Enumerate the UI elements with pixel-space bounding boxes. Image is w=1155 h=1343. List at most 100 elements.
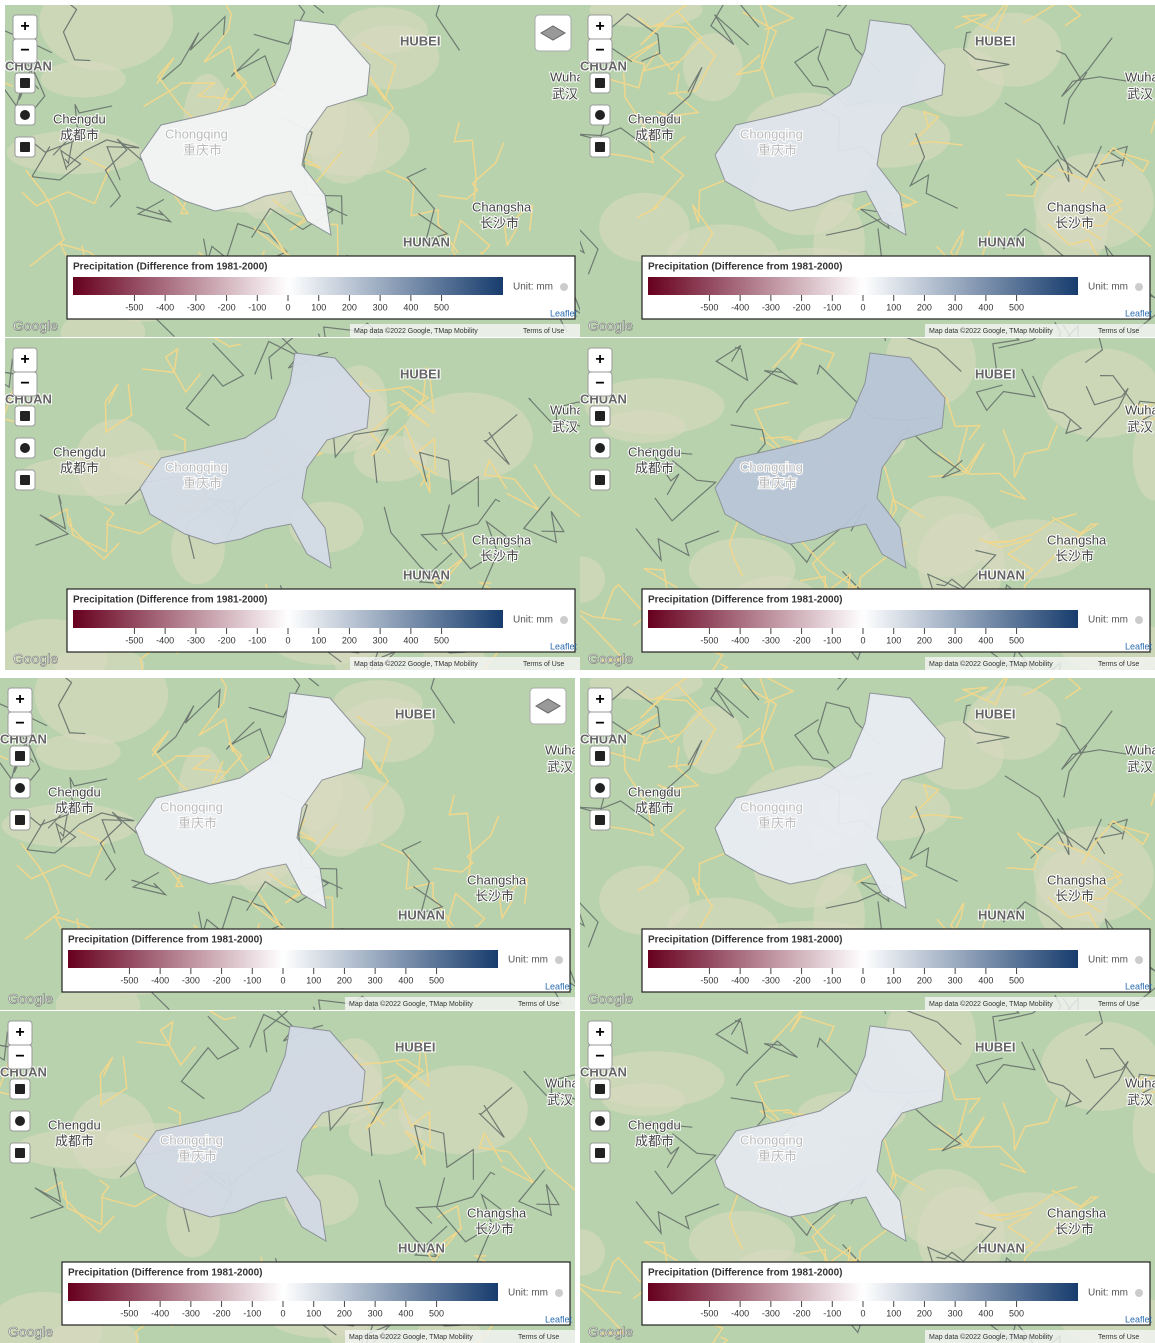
map-label: Wuhan: [1125, 402, 1155, 417]
settings-button-icon[interactable]: [15, 1116, 25, 1126]
tag-button-icon[interactable]: [595, 815, 605, 825]
map-label: Chongqing: [160, 799, 223, 814]
info-icon[interactable]: [1135, 956, 1143, 964]
settings-button-icon[interactable]: [595, 783, 605, 793]
terms-link[interactable]: Terms of Use: [1098, 1001, 1139, 1008]
settings-button-icon[interactable]: [20, 443, 30, 453]
zoom-out-label[interactable]: −: [15, 1048, 24, 1065]
zoom-in-label[interactable]: +: [20, 18, 29, 35]
info-icon[interactable]: [560, 283, 568, 291]
settings-button-icon[interactable]: [20, 110, 30, 120]
info-icon[interactable]: [555, 956, 563, 964]
zoom-out-label[interactable]: −: [595, 1048, 604, 1065]
map-label: 长沙市: [1055, 888, 1094, 903]
map-label: Chengdu: [48, 1117, 101, 1132]
map-panel: CHUANHUBEIWuhan武汉Chengdu成都市Chongqing重庆市C…: [580, 5, 1155, 337]
list-button-icon[interactable]: [15, 1084, 25, 1094]
legend-tick-label: -200: [218, 302, 236, 312]
list-button-icon[interactable]: [15, 751, 25, 761]
settings-button-icon[interactable]: [595, 110, 605, 120]
leaflet-link[interactable]: Leaflet: [550, 641, 578, 651]
tag-button-icon[interactable]: [20, 475, 30, 485]
map[interactable]: CHUANHUBEIWuhan武汉Chengdu成都市Chongqing重庆市C…: [580, 5, 1155, 337]
map-label: 武汉: [547, 759, 573, 774]
map-label: HUNAN: [978, 567, 1025, 582]
map-label: Chengdu: [628, 784, 681, 799]
zoom-in-label[interactable]: +: [20, 351, 29, 368]
terms-link[interactable]: Terms of Use: [1098, 328, 1139, 335]
map[interactable]: CHUANHUBEIWuhan武汉Chengdu成都市Chongqing重庆市C…: [580, 678, 1155, 1010]
map-panel: CHUANHUBEIWuhan武汉Chengdu成都市Chongqing重庆市C…: [0, 1011, 575, 1343]
legend-tick-label: 300: [948, 302, 963, 312]
settings-button-icon[interactable]: [595, 1116, 605, 1126]
leaflet-link[interactable]: Leaflet: [1125, 981, 1153, 991]
zoom-out-label[interactable]: −: [20, 375, 29, 392]
zoom-in-label[interactable]: +: [595, 1024, 604, 1041]
terms-link[interactable]: Terms of Use: [523, 328, 564, 335]
settings-button-icon[interactable]: [15, 783, 25, 793]
map-label: 重庆市: [758, 815, 797, 830]
map[interactable]: CHUANHUBEIWuhan武汉Chengdu成都市Chongqing重庆市C…: [5, 5, 580, 337]
terms-link[interactable]: Terms of Use: [518, 1001, 559, 1008]
map[interactable]: CHUANHUBEIWuhan武汉Chengdu成都市Chongqing重庆市C…: [580, 338, 1155, 670]
tag-button-icon[interactable]: [595, 1148, 605, 1158]
legend-tick-label: -100: [243, 975, 261, 985]
zoom-in-label[interactable]: +: [595, 18, 604, 35]
map-label: HUBEI: [975, 706, 1015, 721]
settings-button-icon[interactable]: [595, 443, 605, 453]
legend-tick-label: -200: [218, 635, 236, 645]
legend-tick-label: 300: [368, 975, 383, 985]
terms-link[interactable]: Terms of Use: [1098, 1334, 1139, 1341]
legend-tick-label: -200: [793, 302, 811, 312]
tag-button-icon[interactable]: [15, 1148, 25, 1158]
legend-tick-label: -500: [700, 975, 718, 985]
terms-link[interactable]: Terms of Use: [523, 661, 564, 668]
map[interactable]: CHUANHUBEIWuhan武汉Chengdu成都市Chongqing重庆市C…: [0, 678, 575, 1010]
legend-tick-label: -200: [793, 975, 811, 985]
map-label: 重庆市: [178, 815, 217, 830]
legend-tick-label: -300: [182, 1308, 200, 1318]
info-icon[interactable]: [1135, 616, 1143, 624]
tag-button-icon[interactable]: [20, 142, 30, 152]
map-label: HUNAN: [978, 1240, 1025, 1255]
leaflet-link[interactable]: Leaflet: [1125, 641, 1153, 651]
leaflet-link[interactable]: Leaflet: [1125, 308, 1153, 318]
map[interactable]: CHUANHUBEIWuhan武汉Chengdu成都市Chongqing重庆市C…: [5, 338, 580, 670]
info-icon[interactable]: [1135, 283, 1143, 291]
list-button-icon[interactable]: [595, 751, 605, 761]
zoom-in-label[interactable]: +: [15, 691, 24, 708]
zoom-in-label[interactable]: +: [595, 351, 604, 368]
list-button-icon[interactable]: [595, 1084, 605, 1094]
tag-button-icon[interactable]: [595, 142, 605, 152]
zoom-out-label[interactable]: −: [595, 375, 604, 392]
terms-link[interactable]: Terms of Use: [1098, 661, 1139, 668]
leaflet-link[interactable]: Leaflet: [1125, 1314, 1153, 1324]
list-button-icon[interactable]: [20, 411, 30, 421]
zoom-out-label[interactable]: −: [595, 715, 604, 732]
zoom-in-label[interactable]: +: [15, 1024, 24, 1041]
leaflet-link[interactable]: Leaflet: [550, 308, 578, 318]
info-icon[interactable]: [1135, 1289, 1143, 1297]
legend-title: Precipitation (Difference from 1981-2000…: [648, 595, 843, 606]
map-data: Map data ©2022 Google, TMap Mobility: [349, 1333, 473, 1341]
map[interactable]: CHUANHUBEIWuhan武汉Chengdu成都市Chongqing重庆市C…: [0, 1011, 575, 1343]
leaflet-link[interactable]: Leaflet: [545, 981, 573, 991]
zoom-in-label[interactable]: +: [595, 691, 604, 708]
legend-tick-label: 500: [434, 302, 449, 312]
tag-button-icon[interactable]: [595, 475, 605, 485]
map[interactable]: CHUANHUBEIWuhan武汉Chengdu成都市Chongqing重庆市C…: [580, 1011, 1155, 1343]
tag-button-icon[interactable]: [15, 815, 25, 825]
leaflet-link[interactable]: Leaflet: [545, 1314, 573, 1324]
zoom-out-label[interactable]: −: [20, 42, 29, 59]
list-button-icon[interactable]: [595, 411, 605, 421]
zoom-out-label[interactable]: −: [595, 42, 604, 59]
list-button-icon[interactable]: [20, 78, 30, 88]
map-panel: CHUANHUBEIWuhan武汉Chengdu成都市Chongqing重庆市C…: [580, 678, 1155, 1010]
legend-tick-label: -500: [700, 302, 718, 312]
info-icon[interactable]: [560, 616, 568, 624]
info-icon[interactable]: [555, 1289, 563, 1297]
zoom-out-label[interactable]: −: [15, 715, 24, 732]
legend-tick-label: -300: [187, 302, 205, 312]
terms-link[interactable]: Terms of Use: [518, 1334, 559, 1341]
list-button-icon[interactable]: [595, 78, 605, 88]
